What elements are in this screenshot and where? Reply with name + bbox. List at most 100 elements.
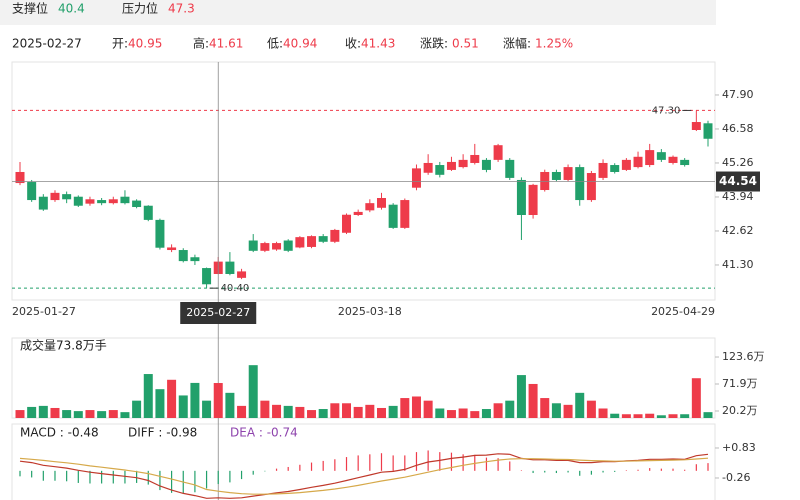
- volume-bar: [120, 412, 130, 418]
- volume-bar: [516, 375, 526, 418]
- candle-body: [143, 205, 153, 220]
- y-tick-label: 43.94: [722, 190, 754, 203]
- volume-bar: [586, 400, 596, 418]
- quote-value: 41.61: [209, 37, 243, 51]
- candle-body: [528, 184, 538, 215]
- volume-bar: [283, 405, 293, 418]
- candle-body: [446, 161, 456, 170]
- volume-bar: [598, 408, 608, 418]
- candle-body: [225, 261, 235, 274]
- candle-body: [703, 123, 713, 139]
- volume-bar: [540, 398, 550, 418]
- quote-label: 涨跌:: [420, 36, 448, 51]
- volume-bar: [178, 395, 188, 418]
- volume-bar: [318, 409, 328, 418]
- candle-body: [167, 247, 177, 251]
- volume-bar: [481, 409, 491, 418]
- resistance-label: 压力位: [122, 1, 158, 16]
- candle-body: [668, 156, 678, 163]
- y-tick-label: -0.26: [722, 471, 750, 484]
- price-panel: [11, 61, 716, 301]
- volume-bar: [248, 365, 258, 418]
- y-tick-label: 123.6万: [722, 350, 765, 363]
- candle-body: [97, 200, 107, 204]
- candle-body: [388, 204, 398, 228]
- candle-body: [248, 240, 258, 251]
- candle-body: [272, 243, 282, 250]
- candle-body: [27, 182, 37, 201]
- resistance-value: 47.3: [168, 2, 195, 16]
- y-tick-label: 42.62: [722, 224, 754, 237]
- x-tick-label: 2025-01-27: [12, 305, 76, 318]
- candle-body: [610, 165, 620, 172]
- volume-bar: [225, 392, 235, 418]
- y-tick-label: 41.30: [722, 258, 754, 271]
- candle-body: [342, 214, 352, 233]
- candle-body: [505, 159, 515, 178]
- y-tick-label: 45.26: [722, 156, 754, 169]
- volume-bar: [237, 405, 247, 418]
- volume-bar: [551, 403, 561, 418]
- support-label: 支撑位: [12, 1, 48, 16]
- candle-body: [551, 171, 561, 180]
- legend-entry: DIFF : -0.98: [128, 426, 197, 440]
- quote-value: 40.94: [283, 37, 317, 51]
- candle-body: [400, 200, 410, 228]
- legend-entry: DEA : -0.74: [230, 426, 298, 440]
- candle-body: [563, 167, 573, 180]
- volume-bar: [330, 403, 340, 418]
- candle-body: [423, 162, 433, 173]
- y-tick-label: +0.83: [722, 441, 756, 454]
- candle-body: [155, 219, 165, 248]
- candle-body: [493, 145, 503, 160]
- candle-body: [132, 200, 142, 208]
- reference-label: 40.40: [221, 283, 250, 294]
- candle-body: [85, 199, 95, 204]
- candle-body: [190, 257, 200, 262]
- volume-bar: [62, 410, 72, 418]
- volume-title: 成交量73.8万手: [20, 338, 107, 353]
- crosshair-value: 44.54: [719, 174, 757, 188]
- volume-bar: [143, 374, 153, 418]
- macd-line: [19, 457, 709, 495]
- quote-date: 2025-02-27: [12, 37, 82, 51]
- volume-bar: [50, 407, 60, 418]
- y-tick-label: 20.2万: [722, 404, 758, 417]
- volume-bar: [132, 400, 142, 418]
- candle-body: [411, 168, 421, 188]
- volume-bar: [680, 414, 690, 418]
- volume-bar: [295, 406, 305, 418]
- volume-bar: [15, 410, 25, 418]
- quote-value: 1.25%: [535, 37, 573, 51]
- volume-bar: [272, 404, 282, 418]
- quote-label: 涨幅:: [503, 36, 531, 51]
- volume-bar: [97, 411, 107, 418]
- quote-label: 低:: [267, 37, 283, 51]
- x-tick-label: 2025-04-29: [651, 305, 715, 318]
- candle-body: [633, 156, 643, 168]
- level-bar: [0, 0, 716, 25]
- volume-bar: [85, 410, 95, 418]
- volume-bar: [493, 403, 503, 418]
- candle-body: [458, 159, 468, 168]
- quote-value: 41.43: [361, 37, 395, 51]
- candle-body: [330, 229, 340, 242]
- volume-bar: [376, 407, 386, 418]
- candle-body: [586, 173, 596, 201]
- candle-body: [318, 236, 328, 242]
- volume-bar: [528, 383, 538, 418]
- quote-label: 开:: [112, 37, 128, 51]
- candle-body: [62, 194, 72, 200]
- candle-body: [481, 159, 491, 170]
- candle-body: [353, 211, 363, 215]
- candle-body: [283, 240, 293, 251]
- volume-bar: [633, 414, 643, 418]
- volume-bar: [668, 414, 678, 418]
- candle-body: [38, 196, 48, 210]
- quote-value: 0.51: [452, 37, 479, 51]
- volume-bar: [353, 406, 363, 418]
- volume-bar: [505, 400, 515, 418]
- volume-bar: [575, 392, 585, 418]
